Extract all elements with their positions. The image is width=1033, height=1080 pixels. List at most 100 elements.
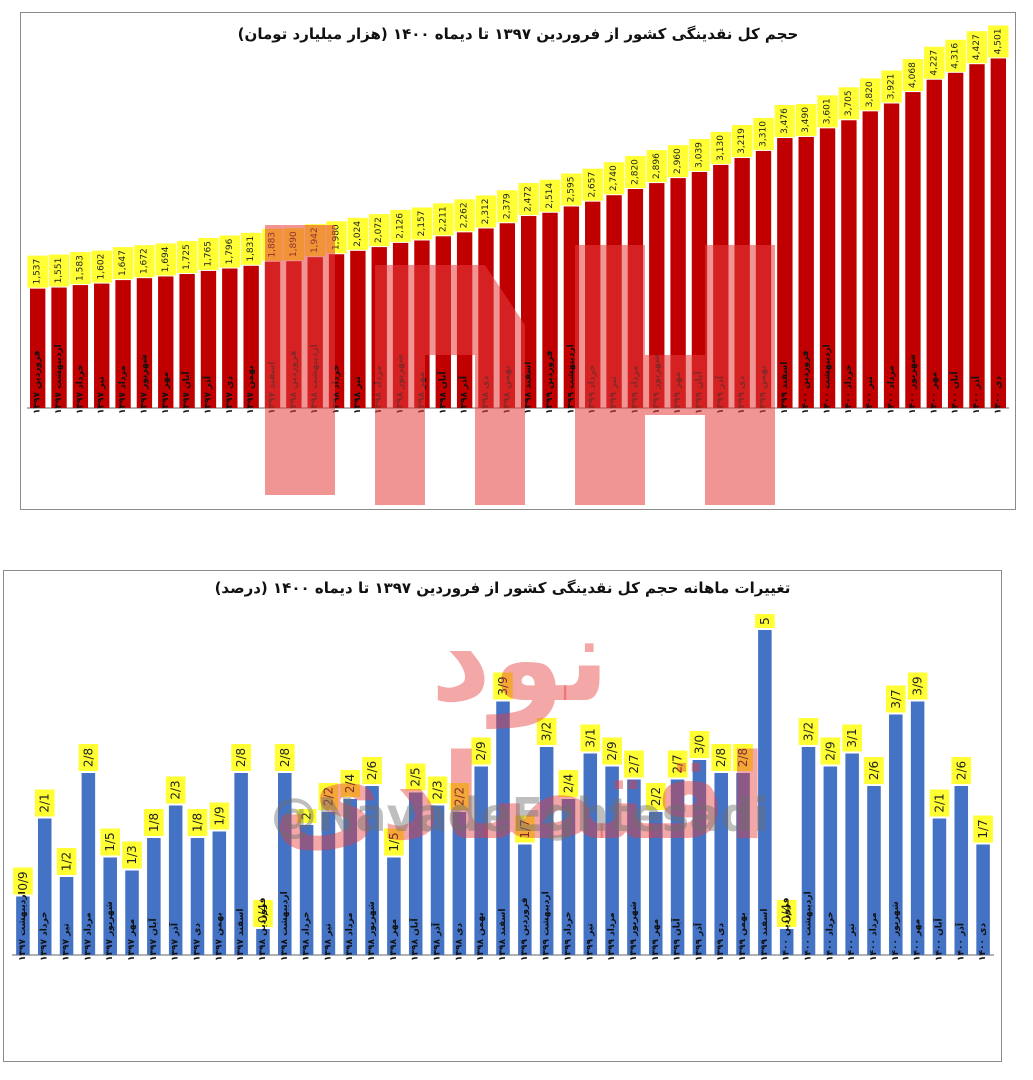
bar bbox=[299, 825, 314, 955]
data-label: 1,725 bbox=[176, 241, 198, 274]
data-label: 3,921 bbox=[881, 70, 902, 103]
bar bbox=[72, 285, 89, 408]
data-label-background bbox=[475, 195, 497, 228]
bar bbox=[670, 779, 685, 955]
data-label: 2/2 bbox=[645, 783, 666, 810]
category-label: مرداد ۱۳۹۷ bbox=[83, 912, 93, 961]
category-label: اردیبهشت ۱۴۰۰ bbox=[804, 891, 814, 961]
data-label-text: 5 bbox=[758, 617, 772, 625]
data-label: 2/1 bbox=[929, 789, 950, 817]
data-label: 2/8 bbox=[274, 744, 295, 771]
data-label-text: 2/9 bbox=[605, 741, 619, 760]
category-label: دی ۱۴۰۰ bbox=[978, 923, 988, 961]
data-label: 1,796 bbox=[219, 235, 241, 268]
category-label: اسفند ۱۳۹۷ bbox=[236, 909, 246, 961]
data-label-background bbox=[91, 250, 112, 283]
data-label: 2/8 bbox=[78, 744, 99, 771]
category-label: آذر ۱۴۰۰ bbox=[970, 375, 982, 414]
data-label: 1/7 bbox=[973, 815, 993, 843]
data-label-text: 0/4 bbox=[780, 904, 794, 923]
data-label-text: 1/8 bbox=[190, 813, 204, 832]
bar bbox=[474, 766, 488, 955]
data-label-background bbox=[582, 168, 603, 201]
category-label: اسفند ۱۳۹۷ bbox=[268, 362, 278, 414]
bar bbox=[190, 838, 205, 955]
category-label: اردیبهشت ۱۳۹۹ bbox=[566, 344, 576, 414]
data-label-background bbox=[296, 809, 317, 823]
data-label-text: 2,157 bbox=[417, 211, 427, 237]
data-label-background bbox=[384, 828, 404, 856]
data-label-background bbox=[539, 179, 561, 212]
data-label-text: 2,126 bbox=[396, 213, 406, 239]
data-label-text: 3,820 bbox=[865, 81, 875, 107]
data-label: 2/6 bbox=[362, 757, 382, 784]
data-label-background bbox=[518, 183, 539, 216]
category-label: مرداد ۱۳۹۸ bbox=[374, 365, 384, 414]
data-label-text: 4,068 bbox=[908, 62, 918, 88]
data-label-background bbox=[859, 78, 881, 111]
data-label-text: 2/5 bbox=[409, 767, 423, 786]
category-label: اردیبهشت ۱۳۹۸ bbox=[280, 891, 290, 961]
data-label-text: 1,647 bbox=[118, 250, 128, 276]
category-label: آبان ۱۳۹۸ bbox=[436, 370, 448, 414]
data-label-text: 0/4 bbox=[256, 904, 270, 923]
data-label-background bbox=[710, 131, 732, 164]
data-label: 2,820 bbox=[625, 156, 646, 188]
data-label: 4,068 bbox=[902, 59, 924, 92]
data-label: 1/8 bbox=[187, 809, 208, 836]
category-label: آذر ۱۳۹۸ bbox=[458, 375, 470, 414]
data-label-background bbox=[988, 25, 1009, 58]
category-label: فروردین ۱۳۹۹ bbox=[520, 897, 530, 961]
data-label-text: 2,072 bbox=[374, 217, 384, 243]
data-label-text: 2/8 bbox=[234, 748, 248, 767]
data-label: 1/8 bbox=[144, 809, 164, 836]
data-label-background bbox=[27, 255, 48, 288]
bar bbox=[147, 838, 161, 955]
category-label: آذر ۱۳۹۸ bbox=[431, 922, 443, 961]
data-label-text: 0/9 bbox=[16, 871, 30, 890]
category-label: شهریور ۱۳۹۹ bbox=[652, 354, 662, 414]
category-label: آذر ۱۳۹۹ bbox=[692, 922, 704, 961]
data-label-background bbox=[580, 724, 601, 752]
data-label-text: 2/8 bbox=[736, 748, 750, 767]
data-label-text: 3,219 bbox=[737, 128, 747, 154]
category-label: آبان ۱۳۹۹ bbox=[671, 917, 683, 961]
bar bbox=[37, 818, 52, 955]
data-label-background bbox=[231, 744, 251, 771]
data-label: 1/9 bbox=[209, 802, 230, 830]
data-label-background bbox=[966, 31, 988, 64]
category-label: دی ۱۳۹۸ bbox=[454, 923, 464, 961]
data-label-text: 2/3 bbox=[169, 780, 183, 799]
data-label: 1/2 bbox=[56, 848, 77, 875]
bar bbox=[561, 799, 576, 955]
data-label-background bbox=[253, 900, 273, 927]
data-label-background bbox=[776, 900, 797, 927]
data-label-background bbox=[427, 776, 448, 804]
data-label-text: 1,831 bbox=[246, 236, 256, 262]
data-label: 2/9 bbox=[602, 737, 622, 765]
data-label-text: 2,820 bbox=[630, 159, 640, 185]
bar bbox=[452, 812, 467, 955]
category-label: شهریور ۱۳۹۷ bbox=[105, 901, 115, 961]
bar bbox=[777, 138, 793, 408]
data-label-background bbox=[625, 156, 646, 188]
bar bbox=[16, 896, 30, 955]
category-label: خرداد ۱۳۹۸ bbox=[302, 911, 312, 961]
data-label-text: 2/4 bbox=[343, 774, 357, 793]
bar bbox=[627, 779, 641, 955]
bar bbox=[889, 714, 903, 955]
data-label: 2/8 bbox=[711, 744, 732, 771]
data-label: 3,476 bbox=[774, 105, 796, 138]
data-label: 4,227 bbox=[924, 46, 945, 79]
data-label-background bbox=[340, 770, 361, 797]
data-label: 2/7 bbox=[624, 750, 644, 778]
data-label-text: 2/2 bbox=[649, 787, 663, 806]
bar bbox=[212, 831, 227, 955]
data-label: 2/4 bbox=[340, 770, 361, 797]
data-label: 1,890 bbox=[283, 228, 305, 261]
bar bbox=[387, 857, 401, 955]
bar bbox=[51, 287, 67, 408]
data-label: 3,490 bbox=[795, 103, 817, 136]
data-label-background bbox=[219, 235, 241, 268]
bar bbox=[606, 195, 622, 408]
